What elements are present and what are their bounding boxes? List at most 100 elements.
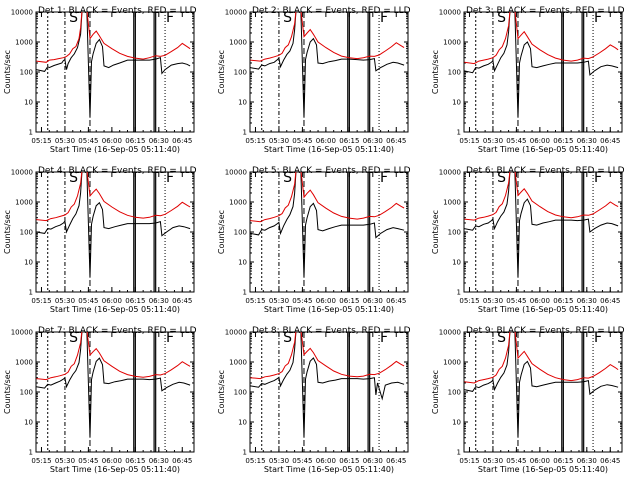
- x-tick-label: 05:45: [292, 457, 312, 465]
- x-tick-label: 06:15: [125, 137, 145, 145]
- y-tick-label: 100: [20, 389, 33, 397]
- x-tick-label: 06:30: [149, 137, 169, 145]
- y-tick-label: 10000: [225, 9, 247, 17]
- y-axis-label: Counts/sec: [3, 50, 12, 94]
- events-series-line: [250, 332, 405, 438]
- x-tick-label: 06:45: [600, 297, 620, 305]
- y-tick-label: 1: [29, 129, 33, 137]
- x-tick-label: 06:15: [553, 297, 573, 305]
- marker-f: F: [594, 330, 602, 346]
- x-tick-label: 06:15: [339, 457, 359, 465]
- x-tick-label: 06:00: [316, 297, 336, 305]
- events-series-line: [36, 172, 191, 278]
- x-axis-label: Start Time (16-Sep-05 05:11:40): [50, 305, 180, 314]
- x-tick-label: 06:30: [577, 457, 597, 465]
- x-tick-label: 05:45: [78, 297, 98, 305]
- x-tick-label: 05:30: [483, 297, 503, 305]
- panel-title: Det 7: BLACK = Events, RED = LLD: [38, 326, 197, 336]
- events-series-line: [464, 172, 619, 278]
- x-tick-label: 06:45: [386, 457, 406, 465]
- x-tick-label: 06:45: [172, 297, 192, 305]
- lld-series-line: [36, 172, 191, 222]
- x-tick-label: 05:30: [55, 297, 75, 305]
- y-tick-label: 10: [452, 99, 461, 107]
- lld-series-line: [36, 12, 191, 63]
- x-axis-label: Start Time (16-Sep-05 05:11:40): [478, 465, 608, 474]
- lld-series-line: [250, 172, 405, 223]
- x-tick-label: 06:00: [530, 457, 550, 465]
- lld-series-line: [464, 12, 619, 65]
- x-axis-label: Start Time (16-Sep-05 05:11:40): [50, 465, 180, 474]
- overlay-lines: [47, 332, 166, 452]
- plot-frame: [249, 331, 409, 453]
- x-tick-label: 06:15: [339, 137, 359, 145]
- lld-series-line: [464, 172, 619, 221]
- marker-f: F: [594, 170, 602, 186]
- y-tick-label: 1: [457, 289, 461, 297]
- x-axis-label: Start Time (16-Sep-05 05:11:40): [264, 145, 394, 154]
- y-axis-label: Counts/sec: [217, 210, 226, 254]
- x-tick-label: 06:30: [577, 137, 597, 145]
- marker-s: S: [283, 10, 292, 26]
- y-axis-label: Counts/sec: [431, 370, 440, 414]
- y-tick-label: 1: [457, 449, 461, 457]
- y-tick-label: 10: [238, 419, 247, 427]
- y-tick-label: 1000: [15, 199, 33, 207]
- x-tick-label: 06:15: [125, 297, 145, 305]
- y-tick-label: 10000: [439, 329, 461, 337]
- x-tick-label: 06:00: [530, 137, 550, 145]
- y-tick-label: 10000: [225, 329, 247, 337]
- overlay-lines: [475, 332, 594, 452]
- x-tick-label: 05:15: [459, 137, 479, 145]
- panel-title: Det 8: BLACK = Events, RED = LLD: [252, 326, 411, 336]
- x-tick-label: 05:15: [31, 457, 51, 465]
- x-tick-label: 05:30: [55, 457, 75, 465]
- x-tick-label: 05:45: [78, 137, 98, 145]
- events-series-line: [464, 332, 619, 438]
- x-tick-label: 06:15: [553, 137, 573, 145]
- x-tick-label: 05:15: [459, 457, 479, 465]
- y-axis-label: Counts/sec: [3, 370, 12, 414]
- plot-frame: [35, 171, 195, 293]
- overlay-lines: [261, 12, 380, 132]
- y-tick-label: 10: [452, 259, 461, 267]
- marker-f: F: [166, 330, 174, 346]
- x-axis-label: Start Time (16-Sep-05 05:11:40): [50, 145, 180, 154]
- x-axis-label: Start Time (16-Sep-05 05:11:40): [264, 305, 394, 314]
- marker-f: F: [380, 170, 388, 186]
- y-tick-label: 1000: [229, 359, 247, 367]
- x-tick-label: 06:45: [386, 137, 406, 145]
- x-tick-label: 06:45: [600, 137, 620, 145]
- y-tick-label: 1: [29, 289, 33, 297]
- x-tick-label: 05:15: [245, 137, 265, 145]
- y-tick-label: 10: [238, 99, 247, 107]
- x-tick-label: 05:45: [506, 137, 526, 145]
- detector-panel-2: Det 2: BLACK = Events, RED = LLD 1 10 100 10…: [217, 6, 411, 154]
- x-tick-label: 05:15: [245, 297, 265, 305]
- overlay-lines: [47, 12, 166, 132]
- lld-series-line: [464, 332, 619, 384]
- x-tick-label: 06:00: [316, 457, 336, 465]
- x-tick-label: 06:45: [172, 457, 192, 465]
- x-tick-label: 05:45: [506, 457, 526, 465]
- x-tick-label: 05:30: [269, 137, 289, 145]
- x-axis-label: Start Time (16-Sep-05 05:11:40): [478, 145, 608, 154]
- x-tick-label: 06:45: [386, 297, 406, 305]
- y-tick-label: 10000: [11, 329, 33, 337]
- y-tick-label: 1: [243, 289, 247, 297]
- marker-s: S: [283, 170, 292, 186]
- y-axis-label: Counts/sec: [3, 210, 12, 254]
- x-tick-label: 06:15: [553, 457, 573, 465]
- overlay-lines: [475, 12, 594, 132]
- events-series-line: [36, 332, 191, 438]
- y-tick-label: 10000: [225, 169, 247, 177]
- detector-panel-7: Det 7: BLACK = Events, RED = LLD 1 10 100 10…: [3, 326, 197, 474]
- y-tick-label: 100: [20, 69, 33, 77]
- x-tick-label: 05:15: [31, 297, 51, 305]
- marker-s: S: [283, 330, 292, 346]
- y-tick-label: 100: [448, 69, 461, 77]
- panel-title: Det 9: BLACK = Events, RED = LLD: [466, 326, 625, 336]
- y-tick-label: 1: [243, 129, 247, 137]
- y-tick-label: 10: [24, 99, 33, 107]
